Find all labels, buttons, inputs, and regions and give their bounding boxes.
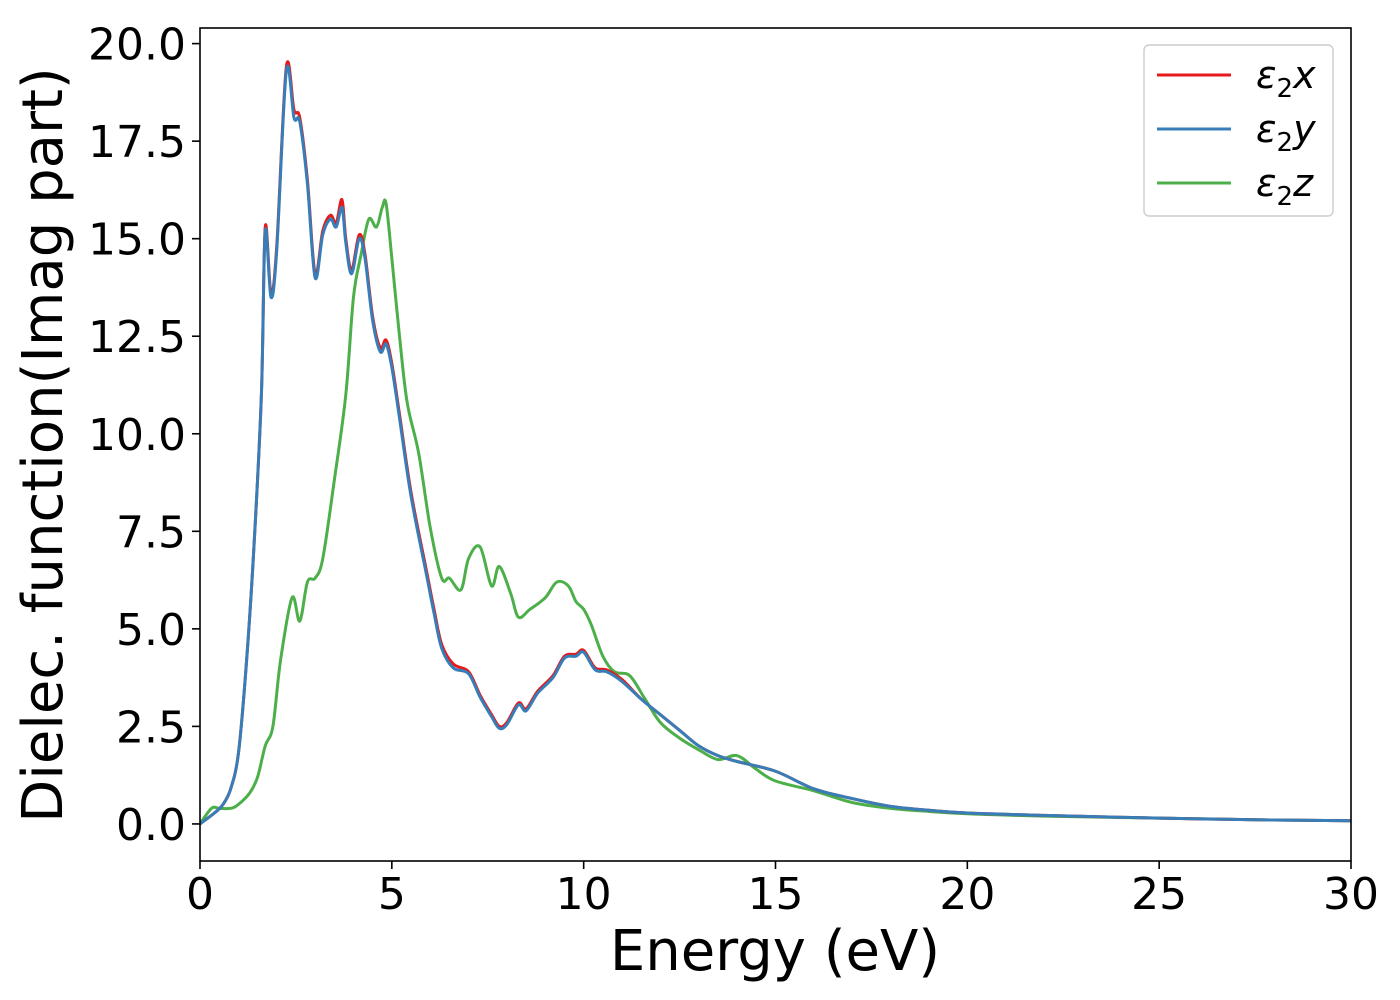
y-tick-label: 7.5 [116, 507, 186, 558]
y-tick-label: 17.5 [88, 117, 186, 168]
y-tick-label: 10.0 [88, 410, 186, 461]
legend-label-y: ε2y [1256, 107, 1316, 158]
y-tick-label: 5.0 [116, 605, 186, 656]
x-tick-label: 20 [939, 869, 995, 920]
legend-label-z: ε2z [1256, 161, 1314, 212]
x-tick-label: 30 [1323, 869, 1379, 920]
legend-box [1143, 44, 1334, 217]
legend-label-x: ε2x [1256, 53, 1316, 104]
x-tick-label: 0 [186, 869, 214, 920]
x-tick-label: 15 [748, 869, 804, 920]
x-tick-label: 5 [378, 869, 406, 920]
x-tick-label: 25 [1131, 869, 1187, 920]
series-lines [200, 60, 1351, 826]
y-axis-label: Dielec. function(Imag part) [11, 67, 76, 823]
y-tick-label: 20.0 [88, 20, 186, 71]
x-tick-label: 10 [556, 869, 612, 920]
y-tick-label: 15.0 [88, 215, 186, 266]
series-line-z [200, 198, 1351, 826]
y-tick-label: 2.5 [116, 702, 186, 753]
ticks: 0 5 10 15 20 25 30 0.0 2.5 5.0 7.5 10.0 12.5 15.0 17.5… [88, 20, 1379, 920]
series-line-y [200, 64, 1351, 826]
y-tick-label: 0.0 [116, 800, 186, 851]
x-axis-label: Energy (eV) [610, 919, 940, 984]
y-tick-label: 12.5 [88, 312, 186, 363]
